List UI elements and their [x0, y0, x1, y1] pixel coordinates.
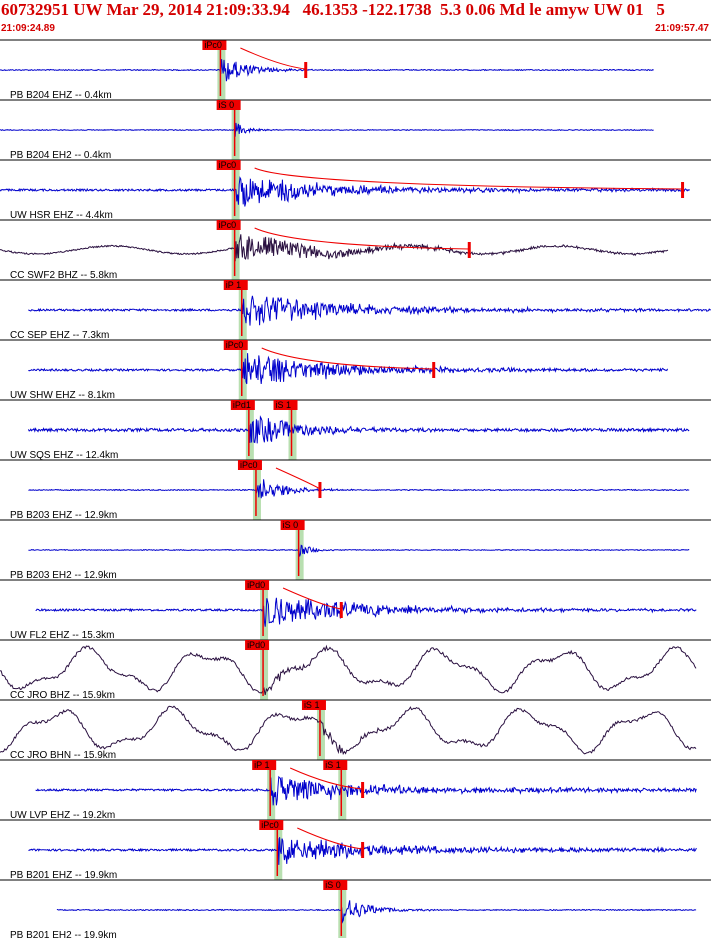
trace-label: CC SWF2 BHZ -- 5.8km — [10, 270, 117, 281]
pick-label: iPc0 — [219, 160, 237, 170]
pick-box — [237, 460, 262, 470]
seismogram-plot: iPc0 PB B204 EHZ -- 0.4km iS 0 PB B204 EH2 … — [0, 39, 711, 938]
pick-label: iP 1 — [226, 280, 241, 290]
coda-curve — [254, 227, 470, 250]
coda-mark — [681, 182, 685, 198]
pick-box — [245, 640, 270, 650]
trace-waveform — [0, 705, 697, 756]
pick-box — [223, 280, 248, 290]
start-time: 21:09:24.89 — [1, 23, 55, 34]
pick-box — [301, 700, 326, 710]
pick-box — [323, 880, 348, 890]
coda-mark — [467, 242, 471, 258]
trace-label: UW HSR EHZ -- 4.4km — [10, 210, 113, 221]
coda-curve — [254, 167, 683, 190]
trace-waveform — [28, 295, 711, 326]
trace-label: CC JRO BHZ -- 15.9km — [10, 690, 115, 701]
coda-curve — [282, 587, 342, 610]
trace-label: UW SQS EHZ -- 12.4km — [10, 450, 118, 461]
pick-box — [280, 520, 305, 530]
pick-box — [245, 580, 270, 590]
trace-waveform — [0, 122, 654, 137]
trace-label: PB B201 EHZ -- 19.9km — [10, 870, 117, 881]
trace-waveform — [28, 479, 690, 499]
pick-label: iPc0 — [226, 340, 244, 350]
pick-label: iPc0 — [204, 40, 222, 50]
pick-label: iS 0 — [219, 100, 235, 110]
coda-mark — [339, 602, 343, 618]
pick-label: iPc0 — [261, 820, 279, 830]
trace-waveform — [0, 176, 690, 207]
coda-mark — [432, 362, 436, 378]
trace-label: UW SHW EHZ -- 8.1km — [10, 390, 115, 401]
pick-label: iS 1 — [276, 400, 292, 410]
end-time: 21:09:57.47 — [655, 23, 709, 34]
trace-waveform — [27, 415, 690, 444]
pick-box — [202, 40, 227, 50]
trace-label: PB B204 EH2 -- 0.4km — [10, 150, 111, 161]
coda-curve — [289, 767, 363, 790]
trace-label: PB B201 EH2 -- 19.9km — [10, 930, 117, 938]
trace-label: CC JRO BHN -- 15.9km — [10, 750, 116, 761]
pick-label: iPd1 — [233, 400, 251, 410]
trace-waveform — [28, 353, 669, 385]
coda-curve — [297, 827, 363, 850]
trace-label: PB B204 EHZ -- 0.4km — [10, 90, 112, 101]
coda-mark — [361, 782, 365, 798]
trace-label: CC SEP EHZ -- 7.3km — [10, 330, 109, 341]
pick-label: iPd0 — [247, 640, 265, 650]
trace-waveform — [28, 544, 690, 557]
pick-box — [323, 760, 348, 770]
phase-window — [295, 520, 304, 580]
pick-box — [216, 220, 241, 230]
pick-label: iS 1 — [304, 700, 320, 710]
trace-waveform — [56, 900, 697, 924]
phase-window — [260, 640, 269, 700]
pick-box — [252, 760, 277, 770]
coda-mark — [304, 62, 308, 78]
pick-label: iPc0 — [240, 460, 258, 470]
trace-label: UW FL2 EHZ -- 15.3km — [10, 630, 114, 641]
phase-window — [316, 700, 325, 760]
trace-label: PB B203 EHZ -- 12.9km — [10, 510, 117, 521]
coda-curve — [240, 47, 306, 70]
phase-window — [338, 760, 347, 820]
trace-waveform — [35, 597, 697, 627]
trace-waveform — [0, 234, 669, 262]
event-title: 60732951 UW Mar 29, 2014 21:09:33.94 46.… — [1, 0, 665, 19]
trace-waveform — [0, 59, 654, 82]
trace-waveform — [35, 775, 697, 806]
pick-label: iPc0 — [219, 220, 237, 230]
header: 60732951 UW Mar 29, 2014 21:09:33.94 46.… — [0, 0, 711, 38]
pick-label: iP 1 — [254, 760, 269, 770]
trace-waveform — [0, 644, 697, 696]
pick-label: iS 1 — [325, 760, 341, 770]
pick-box — [230, 400, 255, 410]
coda-mark — [361, 842, 365, 858]
pick-label: iPd0 — [247, 580, 265, 590]
pick-box — [259, 820, 284, 830]
coda-curve — [261, 347, 434, 370]
pick-label: iS 0 — [283, 520, 299, 530]
pick-box — [216, 160, 241, 170]
coda-mark — [318, 482, 322, 498]
pick-box — [273, 400, 298, 410]
pick-box — [223, 340, 248, 350]
trace-label: UW LVP EHZ -- 19.2km — [10, 810, 115, 821]
pick-box — [216, 100, 241, 110]
trace-label: PB B203 EH2 -- 12.9km — [10, 570, 117, 581]
pick-label: iS 0 — [325, 880, 341, 890]
